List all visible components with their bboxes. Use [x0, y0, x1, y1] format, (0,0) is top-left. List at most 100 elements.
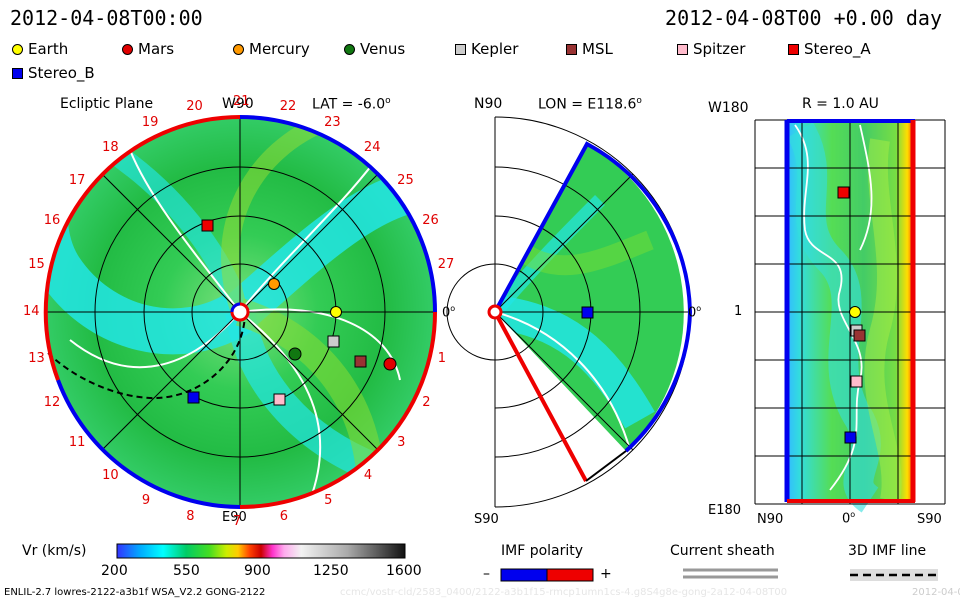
- carrington-label-19: 19: [141, 114, 159, 130]
- stereo-a-marker: [201, 219, 214, 232]
- carrington-label-12: 12: [43, 395, 61, 411]
- ecliptic-top-label: W90: [222, 96, 254, 112]
- carrington-label-21: 21: [233, 94, 250, 109]
- lat-label: LAT = -6.0o: [312, 96, 391, 113]
- legend-marker-square: [12, 67, 23, 79]
- legend-label: Mars: [138, 40, 175, 58]
- legend-item-stereo-b: Stereo_B: [12, 64, 95, 82]
- carrington-label-3: 3: [397, 434, 406, 450]
- radial-spitzer-marker: [850, 375, 863, 388]
- carrington-label-1: 1: [437, 350, 447, 366]
- legend-label: Spitzer: [693, 40, 746, 58]
- meridional-bottom-label: S90: [474, 512, 499, 527]
- legend-item-msl: MSL: [566, 40, 613, 58]
- radial-title: R = 1.0 AU: [802, 96, 879, 112]
- carrington-label-22: 22: [279, 99, 297, 115]
- carrington-label-14: 14: [23, 304, 40, 319]
- ecliptic-right-label: 0o: [442, 304, 456, 321]
- earth-marker: [330, 306, 342, 318]
- imf-negative-bar: [500, 568, 548, 582]
- imf-polarity-title: IMF polarity: [501, 543, 584, 559]
- ecliptic-objects: [187, 219, 397, 406]
- radial-stereo-b-marker: [844, 431, 857, 444]
- carrington-label-8: 8: [186, 508, 195, 524]
- legend-item-mars: Mars: [122, 40, 174, 58]
- colorbar-tick-1250: 1250: [313, 563, 349, 579]
- colorbar-tick-1600: 1600: [386, 563, 422, 579]
- meridional-top-label: N90: [474, 96, 503, 112]
- footer-run-id: ccmc/vostr-cld/2583_0400/2122-a3b1f15-rm…: [340, 587, 788, 598]
- radial-top-left: W180: [708, 100, 749, 116]
- legend-marker-circle: [12, 43, 23, 55]
- timestamp-left: 2012-04-08T00:00: [10, 6, 203, 30]
- lon-label: LON = E118.6o: [538, 96, 642, 113]
- imf-minus: –: [483, 566, 490, 582]
- legend-label: Kepler: [471, 40, 519, 58]
- legend-label: Earth: [28, 40, 69, 58]
- carrington-label-24: 24: [363, 139, 381, 155]
- radial-x-0: 0o: [842, 510, 856, 527]
- stereo-b-marker: [187, 391, 200, 404]
- carrington-label-5: 5: [324, 493, 333, 509]
- carrington-label-27: 27: [437, 257, 455, 273]
- meridional-panel: [446, 116, 692, 508]
- carrington-label-13: 13: [28, 350, 45, 366]
- timestamp-right: 2012-04-08T00 +0.00 day: [665, 6, 942, 30]
- radial-bottom-left: E180: [708, 503, 742, 518]
- mars-marker: [383, 357, 397, 371]
- carrington-label-25: 25: [397, 173, 414, 189]
- venus-marker: [288, 347, 302, 361]
- footer-date: 2012-04-09: [912, 587, 960, 598]
- mercury-marker: [268, 278, 280, 290]
- meridional-right-label: 0o: [688, 304, 702, 321]
- legend-item-mercury: Mercury: [233, 40, 310, 58]
- carrington-label-18: 18: [102, 139, 119, 155]
- ecliptic-panel: [43, 115, 437, 509]
- carrington-label-16: 16: [43, 212, 61, 228]
- carrington-label-10: 10: [102, 468, 119, 484]
- colorbar-tick-900: 900: [244, 563, 271, 579]
- radial-earth-marker: [849, 306, 861, 318]
- legend-label: Venus: [360, 40, 406, 58]
- legend-marker-square: [677, 43, 688, 55]
- carrington-label-7: 7: [233, 514, 242, 529]
- ecliptic-title: Ecliptic Plane: [60, 96, 154, 112]
- carrington-label-2: 2: [422, 395, 431, 411]
- legend-item-kepler: Kepler: [455, 40, 518, 58]
- colorbar-tick-550: 550: [173, 563, 200, 579]
- legend-marker-circle: [344, 43, 355, 55]
- current-sheath-title: Current sheath: [670, 543, 775, 559]
- radial-stereo-a-marker: [837, 186, 850, 199]
- radial-x-n90: N90: [757, 512, 784, 527]
- meridional-stereo-b-marker: [581, 306, 594, 319]
- radial-panel: [754, 119, 946, 513]
- carrington-label-23: 23: [324, 114, 341, 130]
- imf-positive-bar: [546, 568, 594, 582]
- legend-marker-square: [566, 43, 577, 55]
- legend-item-earth: Earth: [12, 40, 68, 58]
- spitzer-marker: [273, 393, 286, 406]
- colorbar-label: Vr (km/s): [22, 543, 87, 559]
- msl-marker: [354, 355, 367, 368]
- carrington-label-15: 15: [28, 257, 45, 273]
- imf-line-title: 3D IMF line: [848, 543, 927, 559]
- carrington-label-11: 11: [68, 434, 86, 450]
- carrington-label-17: 17: [68, 173, 86, 189]
- carrington-label-6: 6: [279, 508, 288, 524]
- ecliptic-bottom-label: E90: [222, 510, 247, 525]
- legend-label: Stereo_B: [28, 64, 95, 82]
- carrington-label-26: 26: [422, 212, 439, 228]
- carrington-label-20: 20: [186, 99, 203, 115]
- imf-plus: +: [600, 566, 612, 582]
- legend-label: MSL: [582, 40, 613, 58]
- legend-item-stereo-a: Stereo_A: [788, 40, 871, 58]
- radial-mid-left: 1: [734, 304, 743, 319]
- kepler-marker: [327, 335, 340, 348]
- legend-label: Stereo_A: [804, 40, 871, 58]
- legend-marker-circle: [122, 43, 133, 55]
- legend-marker-circle: [233, 43, 244, 55]
- colorbar: [116, 543, 406, 559]
- radial-x-s90: S90: [917, 512, 942, 527]
- footer-model-info: ENLIL-2.7 lowres-2122-a3b1f WSA_V2.2 GON…: [4, 587, 266, 598]
